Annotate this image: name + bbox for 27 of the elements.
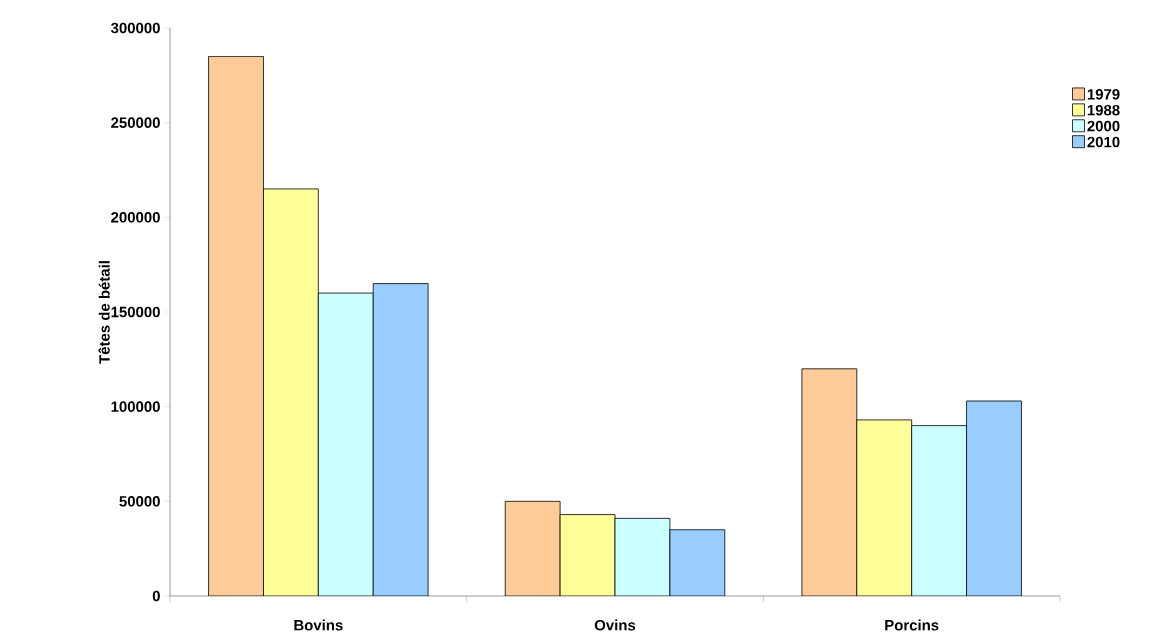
x-tick-label: Porcins xyxy=(885,619,939,631)
bar xyxy=(614,517,671,596)
bar xyxy=(263,188,319,596)
legend-label: 2010 xyxy=(1087,136,1120,148)
legend-label: 1979 xyxy=(1087,88,1120,100)
x-tick-label: Ovins xyxy=(594,619,636,631)
bar xyxy=(801,368,858,596)
x-tick-label: Bovins xyxy=(294,619,343,631)
y-tick-label: 100000 xyxy=(111,401,160,412)
bar xyxy=(317,292,374,596)
bar xyxy=(911,425,967,596)
bar xyxy=(559,514,616,596)
bar xyxy=(669,529,726,596)
y-tick-label: 150000 xyxy=(111,306,160,318)
y-tick-label: 0 xyxy=(152,590,160,602)
y-tick-label: 300000 xyxy=(110,22,160,34)
y-axis-title: Têtes de bétail xyxy=(98,261,110,364)
y-tick-label: 200000 xyxy=(111,212,160,223)
bar xyxy=(208,56,264,596)
bar xyxy=(372,283,429,596)
bar xyxy=(504,500,561,596)
y-tick-label: 250000 xyxy=(111,117,160,128)
legend-label: 1988 xyxy=(1087,104,1120,116)
legend-label: 2000 xyxy=(1087,120,1120,132)
y-tick-label: 50000 xyxy=(119,496,160,507)
bar xyxy=(856,419,913,596)
bar xyxy=(966,400,1022,596)
